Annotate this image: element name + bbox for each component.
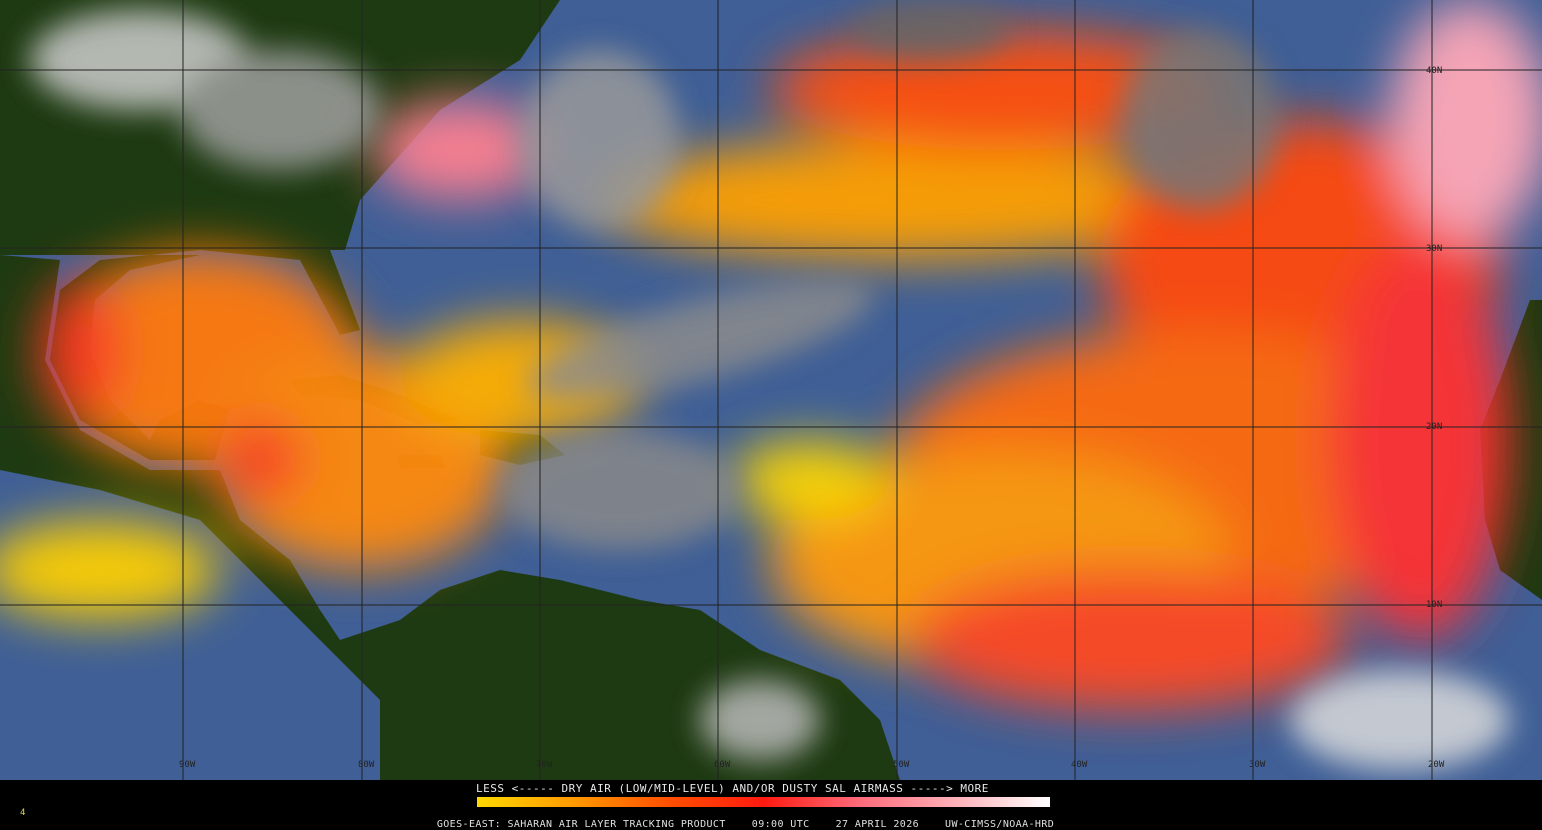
lon-label: 60W — [714, 760, 731, 770]
lon-label: 50W — [893, 760, 910, 770]
time: 09:00 UTC — [751, 819, 810, 830]
lon-label: 20W — [1428, 760, 1445, 770]
credit: UW-CIMSS/NOAA-HRD — [945, 819, 1055, 830]
lon-label: 40W — [1071, 760, 1088, 770]
lat-lon-grid — [0, 0, 1542, 780]
date: 27 APRIL 2026 — [835, 819, 920, 830]
product-name: GOES-EAST: SAHARAN AIR LAYER TRACKING PR… — [436, 819, 726, 830]
lon-label: 90W — [179, 760, 196, 770]
sal-airmass-layer — [0, 0, 1542, 710]
cloud-layer — [30, 0, 1510, 770]
colorbar — [477, 797, 1050, 807]
lat-label: 30N — [1426, 244, 1443, 254]
satellite-map — [0, 0, 1542, 780]
lon-label: 70W — [536, 760, 553, 770]
footer: GOES-EAST: SAHARAN AIR LAYER TRACKING PR… — [424, 808, 1080, 830]
frame-number: 4 — [20, 808, 26, 818]
lat-label: 10N — [1426, 600, 1443, 610]
lat-label: 40N — [1426, 66, 1443, 76]
lat-label: 20N — [1426, 422, 1443, 432]
legend-title: LESS <----- DRY AIR (LOW/MID-LEVEL) AND/… — [476, 782, 989, 795]
lon-label: 30W — [1249, 760, 1266, 770]
lon-label: 80W — [358, 760, 375, 770]
